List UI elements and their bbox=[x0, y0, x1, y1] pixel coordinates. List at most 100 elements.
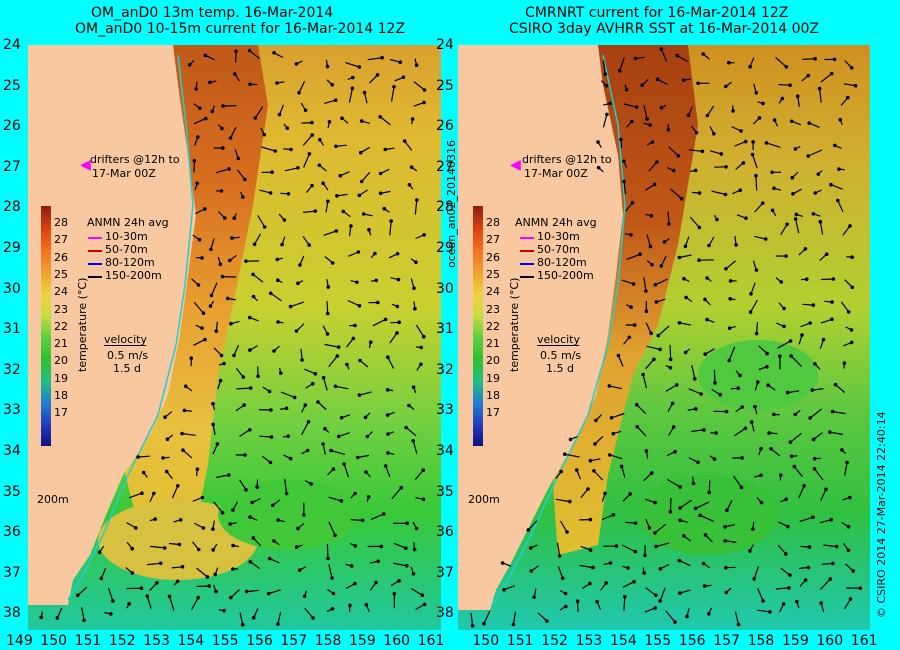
current-vector-head bbox=[420, 593, 425, 597]
current-vector bbox=[645, 587, 657, 596]
left-lon-tick: 151 bbox=[74, 633, 102, 649]
current-vector-head bbox=[849, 328, 854, 332]
left-colorbar-tick: 22 bbox=[54, 319, 68, 333]
current-vector bbox=[790, 432, 802, 443]
current-vector-head bbox=[209, 293, 214, 298]
current-vector bbox=[679, 559, 691, 567]
current-vector-head bbox=[228, 136, 233, 140]
current-vector-head bbox=[724, 590, 729, 595]
current-vector-head bbox=[404, 546, 408, 550]
current-vector-head bbox=[759, 446, 763, 451]
anmn-legend-label: 80-120m bbox=[537, 256, 587, 269]
current-vector-head bbox=[853, 83, 858, 88]
current-vector bbox=[751, 154, 758, 169]
current-vector-head bbox=[728, 297, 732, 301]
anmn-legend-swatch bbox=[520, 237, 534, 239]
current-vector bbox=[840, 301, 850, 313]
left-colorbar-tick: 23 bbox=[54, 302, 68, 316]
current-vector-head bbox=[248, 315, 252, 320]
current-vector bbox=[621, 466, 626, 478]
current-vector-head bbox=[358, 150, 363, 155]
current-vector-head bbox=[411, 385, 416, 390]
current-vector-head bbox=[270, 170, 274, 174]
current-vector-head bbox=[784, 65, 789, 69]
current-vector-head bbox=[248, 560, 253, 564]
current-vector bbox=[512, 611, 517, 625]
current-vector-head bbox=[789, 354, 793, 358]
current-vector bbox=[670, 188, 682, 200]
current-vector-head bbox=[782, 324, 786, 329]
current-vector bbox=[303, 210, 316, 213]
current-vector bbox=[330, 450, 346, 455]
current-vector-head bbox=[251, 294, 256, 299]
current-vector bbox=[601, 514, 614, 521]
right-drifters-line1: drifters @12h to bbox=[522, 153, 612, 166]
current-vector bbox=[323, 230, 337, 236]
current-vector-head bbox=[831, 561, 835, 566]
current-vector bbox=[414, 469, 424, 480]
left-eddy-warm bbox=[98, 500, 258, 580]
current-vector-head bbox=[310, 120, 314, 125]
current-vector-head bbox=[595, 599, 599, 604]
current-vector-head bbox=[807, 121, 811, 125]
current-vector-head bbox=[251, 536, 256, 540]
current-vector-head bbox=[678, 591, 682, 595]
current-vector-head bbox=[784, 254, 788, 258]
current-vector bbox=[323, 377, 328, 391]
current-vector-head bbox=[195, 181, 199, 186]
current-vector bbox=[100, 568, 107, 579]
right-colorbar-tick: 24 bbox=[486, 285, 500, 299]
current-vector-head bbox=[203, 116, 208, 121]
current-vector-head bbox=[214, 329, 219, 333]
current-vector-head bbox=[353, 544, 358, 548]
current-vector-head bbox=[789, 119, 794, 124]
current-vector bbox=[626, 253, 641, 261]
current-vector-head bbox=[736, 622, 741, 627]
current-vector-head bbox=[779, 473, 783, 478]
current-vector-head bbox=[617, 69, 622, 73]
left-lat-tick: 34 bbox=[3, 443, 21, 459]
current-vector-head bbox=[666, 128, 671, 132]
current-vector-head bbox=[392, 592, 397, 596]
current-vector-head bbox=[228, 522, 232, 526]
current-vector bbox=[252, 537, 262, 547]
current-vector bbox=[691, 364, 696, 379]
current-vector-head bbox=[808, 416, 812, 420]
current-vector-head bbox=[648, 123, 652, 127]
current-vector-head bbox=[633, 549, 638, 554]
current-vector-head bbox=[97, 550, 102, 555]
current-vector-head bbox=[361, 212, 366, 216]
current-vector bbox=[691, 429, 704, 432]
current-vector bbox=[168, 596, 175, 611]
current-vector-head bbox=[697, 191, 702, 195]
current-vector-head bbox=[693, 168, 698, 173]
current-vector-head bbox=[800, 333, 804, 337]
anmn-legend-swatch bbox=[88, 237, 102, 239]
current-vector bbox=[602, 60, 606, 75]
current-vector bbox=[128, 492, 143, 499]
current-vector-head bbox=[557, 554, 562, 558]
current-vector bbox=[636, 404, 647, 415]
current-vector-head bbox=[649, 331, 653, 336]
current-vector-head bbox=[242, 403, 246, 407]
current-vector-head bbox=[410, 117, 415, 121]
current-vector-head bbox=[255, 485, 259, 489]
current-vector bbox=[837, 200, 844, 213]
current-vector bbox=[284, 167, 299, 172]
current-vector-head bbox=[603, 72, 608, 76]
current-vector bbox=[379, 116, 391, 126]
current-vector-head bbox=[321, 181, 325, 185]
current-vector-head bbox=[335, 354, 340, 358]
current-vector-head bbox=[790, 175, 795, 180]
current-vector bbox=[470, 612, 474, 626]
right-velocity-scale-bar bbox=[537, 345, 579, 346]
current-vector-head bbox=[634, 105, 639, 109]
current-vector-head bbox=[789, 454, 794, 459]
current-vector bbox=[823, 544, 837, 548]
current-vector-head bbox=[382, 512, 386, 516]
current-vector-head bbox=[810, 388, 815, 392]
current-vector-head bbox=[705, 276, 709, 280]
current-vector-head bbox=[673, 620, 677, 624]
current-vector bbox=[210, 282, 218, 296]
current-vector-head bbox=[248, 348, 252, 352]
